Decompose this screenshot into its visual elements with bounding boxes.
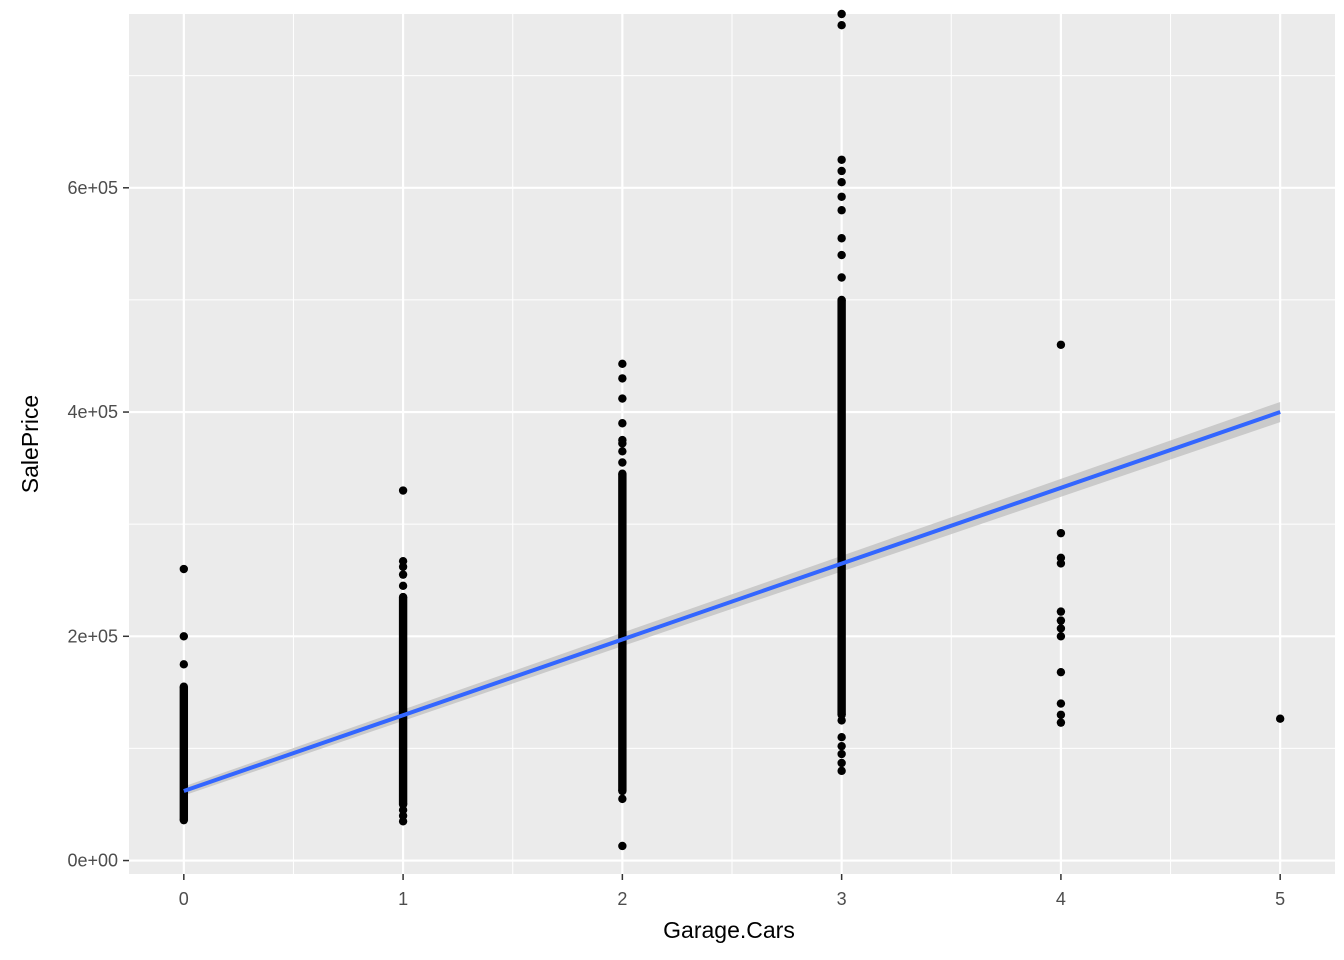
data-point: [837, 716, 846, 725]
y-tick-label: 6e+05: [67, 178, 118, 198]
data-point: [179, 564, 189, 574]
data-point: [837, 741, 846, 751]
x-tick-label: 1: [398, 889, 408, 909]
data-point: [618, 841, 627, 851]
x-tick-label: 4: [1056, 889, 1066, 909]
data-point: [618, 794, 627, 804]
data-point: [837, 250, 846, 260]
data-point: [837, 9, 846, 19]
data-point: [398, 486, 408, 495]
data-point: [837, 177, 846, 187]
data-point: [837, 758, 846, 768]
data-point: [1056, 710, 1066, 719]
data-point: [1056, 632, 1066, 641]
y-tick-label: 2e+05: [67, 626, 118, 646]
data-point: [837, 166, 846, 176]
y-tick-label: 0e+00: [67, 851, 118, 871]
data-point: [1056, 528, 1066, 538]
data-point: [837, 295, 846, 305]
data-point: [1056, 624, 1066, 633]
data-points: [179, 9, 1285, 851]
point-column-x2: [618, 473, 627, 792]
data-point: [837, 733, 846, 742]
data-point: [618, 435, 627, 445]
data-point: [1056, 553, 1066, 563]
data-point: [618, 458, 627, 467]
data-point: [1056, 607, 1066, 616]
y-axis-ticks: 0e+00 2e+05 4e+05 6e+05: [67, 178, 129, 871]
data-point: [398, 581, 408, 591]
data-point: [837, 234, 846, 243]
data-point: [398, 805, 408, 815]
data-point: [1056, 616, 1066, 625]
data-point: [1275, 714, 1285, 723]
x-tick-label: 2: [617, 889, 627, 909]
x-tick-label: 0: [179, 889, 189, 909]
data-point: [837, 192, 846, 201]
y-tick-label: 4e+05: [67, 402, 118, 422]
data-point: [837, 273, 846, 282]
data-point: [179, 815, 189, 825]
data-point: [398, 556, 408, 566]
data-point: [398, 570, 408, 579]
data-point: [618, 374, 627, 383]
x-tick-label: 5: [1275, 889, 1285, 909]
data-point: [837, 155, 846, 164]
y-axis-title: SalePrice: [17, 395, 43, 493]
data-point: [398, 592, 408, 602]
data-point: [1056, 718, 1066, 727]
data-point: [618, 419, 627, 428]
data-point: [837, 21, 846, 30]
data-point: [837, 766, 846, 776]
data-point: [179, 682, 189, 691]
data-point: [837, 206, 846, 215]
data-point: [179, 632, 189, 641]
data-point: [1056, 340, 1066, 349]
data-point: [179, 660, 189, 669]
point-column-x3: [837, 299, 846, 715]
x-tick-label: 3: [837, 889, 847, 909]
data-point: [837, 749, 846, 759]
data-point: [618, 447, 627, 456]
data-point: [618, 786, 627, 796]
data-point: [618, 394, 627, 403]
trend-line-group: [183, 410, 1281, 793]
trend-line: [183, 410, 1281, 793]
x-axis-title: Garage.Cars: [663, 917, 795, 943]
data-point: [618, 359, 627, 369]
data-point: [1056, 699, 1066, 708]
point-column-x0: [179, 686, 189, 821]
data-point: [1056, 667, 1066, 677]
data-point: [618, 469, 627, 478]
x-axis-ticks: 0 1 2 3 4 5: [179, 874, 1285, 909]
point-column-x1: [398, 597, 408, 805]
